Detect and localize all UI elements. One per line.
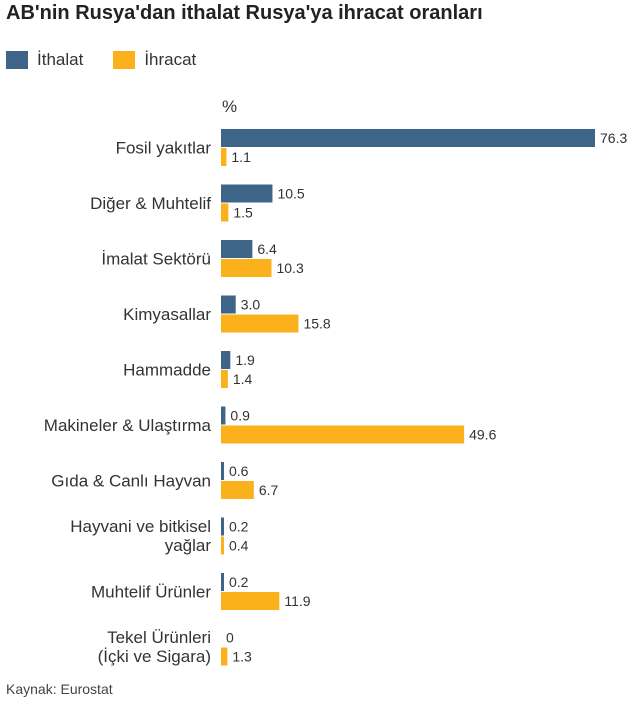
value-label-ihracat: 15.8 [303, 316, 330, 332]
legend-item-ithalat: İthalat [6, 50, 83, 70]
category-label: Hammadde [123, 361, 211, 380]
legend: İthalat İhracat [6, 50, 226, 70]
value-label-ithalat: 0.2 [229, 519, 249, 535]
bar-ithalat [221, 129, 595, 147]
legend-item-ihracat: İhracat [113, 50, 196, 70]
bar-ihracat [221, 370, 228, 388]
source-note: Kaynak: Eurostat [6, 681, 113, 697]
value-label-ihracat: 1.4 [233, 371, 253, 387]
bar-ithalat [221, 517, 224, 536]
bar-ihracat [221, 592, 280, 610]
bar-ihracat [221, 314, 299, 333]
chart-title: AB'nin Rusya'dan ithalat Rusya'ya ihraca… [6, 2, 483, 24]
value-label-ithalat: 1.9 [235, 352, 255, 368]
value-label-ithalat: 0.2 [229, 574, 249, 590]
value-label-ihracat: 1.1 [231, 149, 251, 165]
value-label-ihracat: 11.9 [284, 593, 310, 609]
bar-ihracat [221, 647, 228, 666]
value-label-ithalat: 76.3 [600, 130, 627, 146]
value-label-ihracat: 0.4 [229, 538, 249, 554]
value-label-ihracat: 10.3 [276, 260, 303, 276]
category-label: Tekel Ürünleri (İçki ve Sigara) [98, 628, 211, 666]
bar-ithalat [221, 184, 273, 203]
bar-ithalat [221, 351, 231, 369]
category-label: Diğer & Muhtelif [90, 194, 211, 213]
category-label: Muhtelif Ürünler [91, 583, 211, 602]
value-label-ihracat: 6.7 [259, 482, 279, 498]
bar-ihracat [221, 203, 229, 222]
bar-ithalat [221, 406, 226, 425]
value-label-ithalat: 0.6 [229, 463, 249, 479]
bar-ithalat [221, 573, 224, 591]
category-label: Fosil yakıtlar [116, 139, 212, 158]
legend-swatch-ihracat [113, 51, 136, 69]
bar-ithalat [221, 240, 253, 258]
bar-ihracat [221, 148, 227, 166]
legend-swatch-ithalat [6, 51, 28, 69]
legend-label-ithalat: İthalat [37, 50, 84, 69]
value-label-ithalat: 3.0 [241, 297, 261, 313]
category-label: İmalat Sektörü [101, 250, 211, 269]
category-label: Makineler & Ulaştırma [44, 416, 212, 435]
bar-ihracat [221, 259, 272, 277]
bar-ihracat [221, 425, 465, 444]
bar-ihracat [221, 481, 254, 499]
value-label-ithalat: 0.9 [230, 408, 250, 424]
unit-label: % [222, 97, 238, 116]
bar-ithalat [221, 462, 224, 480]
value-label-ithalat: 0 [226, 630, 234, 646]
value-label-ithalat: 10.5 [277, 186, 304, 202]
category-label: Hayvani ve bitkisel yağlar [70, 517, 211, 555]
bar-ihracat [221, 536, 224, 555]
category-label: Kimyasallar [123, 305, 211, 324]
value-label-ithalat: 6.4 [257, 241, 277, 257]
value-label-ihracat: 49.6 [469, 427, 496, 443]
value-label-ihracat: 1.3 [232, 649, 252, 665]
category-label: Gıda & Canlı Hayvan [51, 472, 211, 491]
value-label-ihracat: 1.5 [233, 205, 253, 221]
bar-ithalat [221, 295, 236, 314]
legend-label-ihracat: İhracat [144, 50, 197, 69]
